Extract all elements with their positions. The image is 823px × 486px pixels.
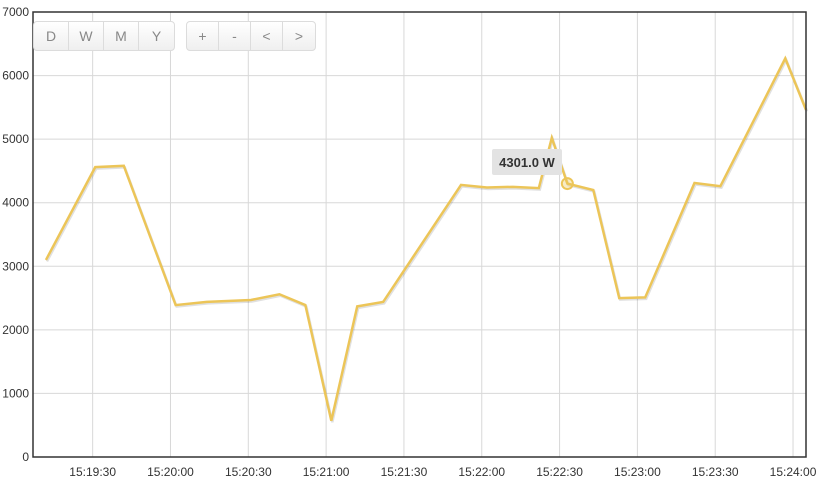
highlighted-point[interactable] <box>560 177 574 191</box>
x-tick-label: 15:19:30 <box>69 465 116 479</box>
navigation-toolbar: + - < > <box>186 21 316 51</box>
x-tick-label: 15:23:00 <box>614 465 661 479</box>
value-tooltip: 4301.0 W <box>492 149 562 175</box>
year-range-button[interactable]: Y <box>151 28 162 44</box>
x-tick-label: 15:23:30 <box>692 465 739 479</box>
y-tick-label: 4000 <box>2 196 29 210</box>
x-tick-label: 15:20:00 <box>147 465 194 479</box>
tick-layer: 0 1000 2000 3000 4000 5000 6000 7000 15:19:30 15:… <box>2 5 816 479</box>
month-range-button[interactable]: M <box>104 22 139 50</box>
y-tick-label: 2000 <box>2 323 29 337</box>
zoom-out-button[interactable]: - <box>219 22 251 50</box>
x-tick-label: 15:22:30 <box>536 465 583 479</box>
y-tick-label: 0 <box>22 450 29 464</box>
zoom-in-button[interactable]: + <box>187 22 219 50</box>
y-tick-label: 3000 <box>2 259 29 273</box>
x-tick-label: 15:24:00 <box>770 465 817 479</box>
y-tick-label: 1000 <box>2 386 29 400</box>
series-line <box>44 55 808 422</box>
day-range-button[interactable]: D <box>34 22 69 50</box>
week-range-button[interactable]: W <box>69 22 104 50</box>
y-tick-label: 7000 <box>2 5 29 19</box>
grid-layer <box>33 12 806 457</box>
y-tick-label: 6000 <box>2 69 29 83</box>
next-button[interactable]: > <box>294 28 304 44</box>
series-layer <box>44 55 809 423</box>
y-tick-label: 5000 <box>2 132 29 146</box>
previous-button[interactable]: < <box>251 22 283 50</box>
x-tick-label: 15:21:00 <box>303 465 350 479</box>
x-tick-label: 15:20:30 <box>225 465 272 479</box>
plot-frame <box>32 11 807 458</box>
range-toolbar: D W M Y <box>33 21 175 51</box>
series-line-shadow <box>45 56 809 423</box>
x-tick-label: 15:22:00 <box>458 465 505 479</box>
x-tick-label: 15:21:30 <box>381 465 428 479</box>
